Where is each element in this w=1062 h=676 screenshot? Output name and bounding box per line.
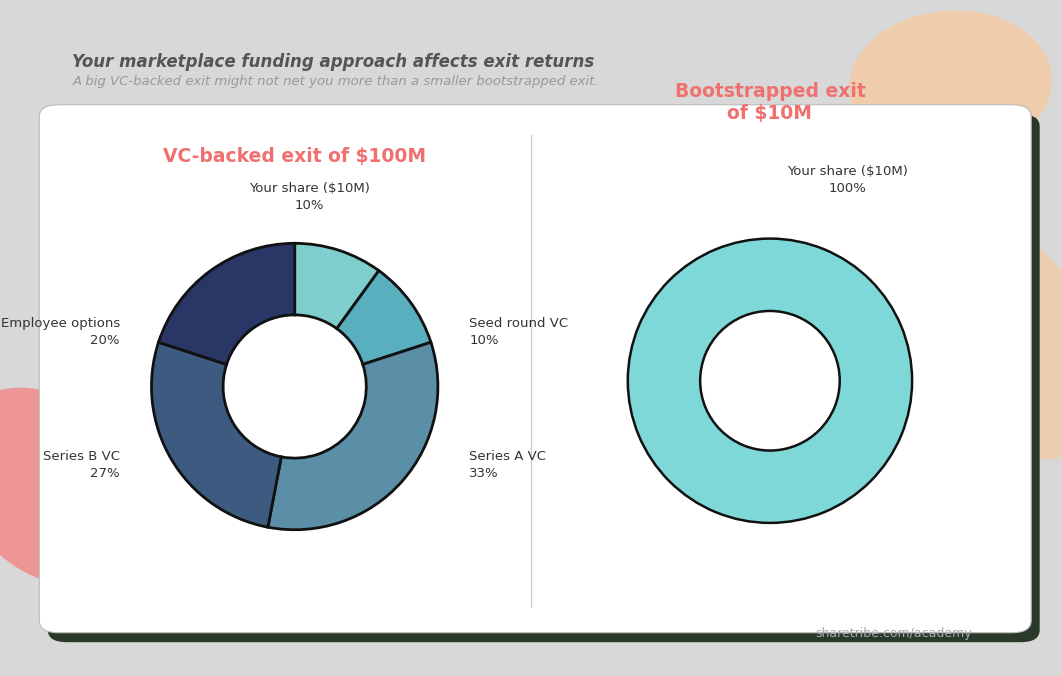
Text: Your marketplace funding approach affects exit returns: Your marketplace funding approach affect…	[72, 53, 595, 71]
Wedge shape	[152, 342, 281, 527]
Wedge shape	[268, 342, 438, 530]
Text: Your share ($10M)
100%: Your share ($10M) 100%	[787, 165, 908, 195]
Text: Seed round VC
10%: Seed round VC 10%	[469, 317, 568, 347]
Title: Bootstrapped exit
of $10M: Bootstrapped exit of $10M	[674, 82, 866, 122]
Wedge shape	[294, 243, 379, 329]
Title: VC-backed exit of $100M: VC-backed exit of $100M	[164, 147, 426, 166]
Ellipse shape	[980, 244, 1062, 459]
Text: sharetribe.com/academy: sharetribe.com/academy	[816, 627, 972, 640]
Wedge shape	[337, 270, 431, 364]
Ellipse shape	[0, 387, 144, 586]
Text: Series A VC
33%: Series A VC 33%	[469, 450, 547, 480]
FancyBboxPatch shape	[39, 105, 1031, 633]
Text: Series B VC
27%: Series B VC 27%	[42, 450, 120, 480]
FancyBboxPatch shape	[48, 114, 1040, 642]
Text: Your share ($10M)
10%: Your share ($10M) 10%	[249, 182, 370, 212]
Text: A big VC-backed exit might not net you more than a smaller bootstrapped exit.: A big VC-backed exit might not net you m…	[72, 75, 599, 88]
Wedge shape	[158, 243, 295, 364]
Ellipse shape	[850, 10, 1051, 159]
Text: Employee options
20%: Employee options 20%	[1, 317, 120, 347]
Wedge shape	[628, 239, 912, 523]
